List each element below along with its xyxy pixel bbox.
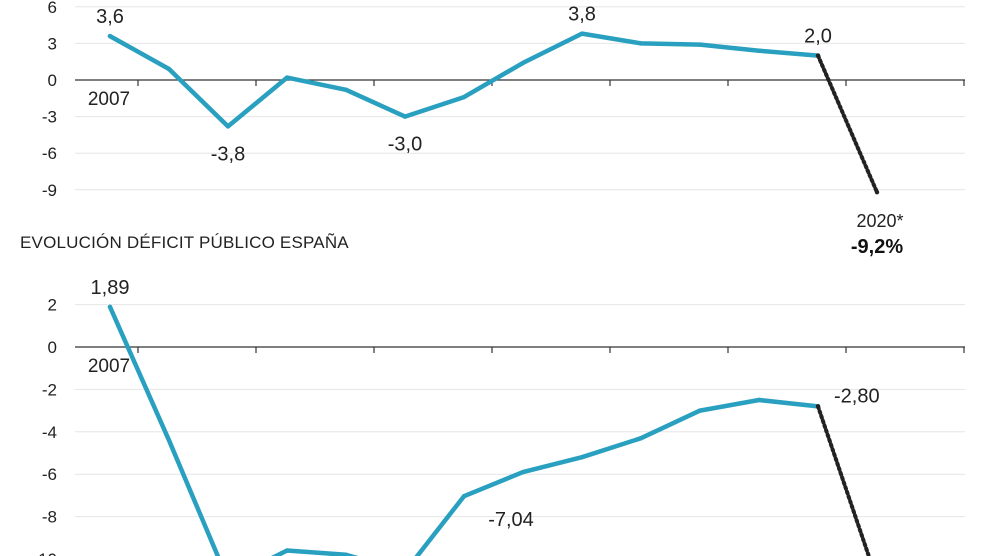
y-tick-label: -6 <box>42 144 57 163</box>
data-label: 3,6 <box>96 6 124 28</box>
data-label: -3,8 <box>211 143 245 165</box>
y-tick-label: -9 <box>42 181 57 200</box>
end-year-label: 2020* <box>856 211 903 231</box>
y-tick-label: 6 <box>48 0 57 17</box>
data-label: -7,04 <box>488 509 534 531</box>
y-tick-label: -10 <box>32 550 57 556</box>
y-tick-label: -4 <box>42 423 57 442</box>
data-point <box>756 48 762 53</box>
data-point <box>402 114 408 119</box>
data-point <box>284 548 290 553</box>
start-year-label: 2007 <box>88 356 130 377</box>
y-tick-label: 0 <box>48 338 57 357</box>
data-point <box>815 404 821 409</box>
data-point <box>579 31 585 36</box>
data-point <box>520 60 526 66</box>
data-point <box>815 53 821 58</box>
data-point <box>166 66 172 72</box>
data-label: 1,89 <box>91 277 130 299</box>
y-tick-label: 3 <box>48 34 57 53</box>
data-label: -2,80 <box>834 385 880 407</box>
data-point <box>343 87 349 92</box>
data-label: 3,8 <box>568 4 596 26</box>
projection-line <box>816 404 871 556</box>
start-year-label: 2007 <box>88 89 130 110</box>
data-point <box>579 455 585 460</box>
chart-title: EVOLUCIÓN DÉFICIT PÚBLICO ESPAÑA <box>20 233 349 252</box>
data-point <box>520 469 526 475</box>
end-value-label: -9,2% <box>851 236 903 258</box>
data-point <box>874 190 880 195</box>
data-point <box>461 494 467 499</box>
y-tick-label: 2 <box>48 296 57 315</box>
y-tick-label: -6 <box>42 465 57 484</box>
data-point <box>107 33 113 39</box>
y-tick-label: -8 <box>42 508 57 527</box>
projection-line <box>816 53 879 195</box>
y-tick-label: 0 <box>48 71 57 90</box>
data-point <box>697 408 703 413</box>
data-point <box>343 552 349 556</box>
y-tick-label: -2 <box>42 380 57 399</box>
data-point <box>166 438 172 443</box>
public-deficit-chart: EVOLUCIÓN DÉFICIT PÚBLICO ESPAÑA 2 0 -2 -4 -6… <box>20 233 965 556</box>
data-point <box>756 397 762 403</box>
data-point <box>284 75 290 80</box>
data-point <box>697 42 703 47</box>
data-point <box>638 435 644 441</box>
data-point <box>638 41 644 46</box>
gdp-growth-chart: 6 3 0 -3 -6 -9 2007 3,6 -3,8 -3,0 3,8 2,0 2020* -9,2% <box>42 0 965 258</box>
data-point <box>461 94 467 100</box>
data-point <box>225 124 231 129</box>
data-point <box>107 304 113 310</box>
y-tick-label: -3 <box>42 108 57 127</box>
data-label: -3,0 <box>388 134 422 156</box>
data-label: 2,0 <box>804 26 832 48</box>
